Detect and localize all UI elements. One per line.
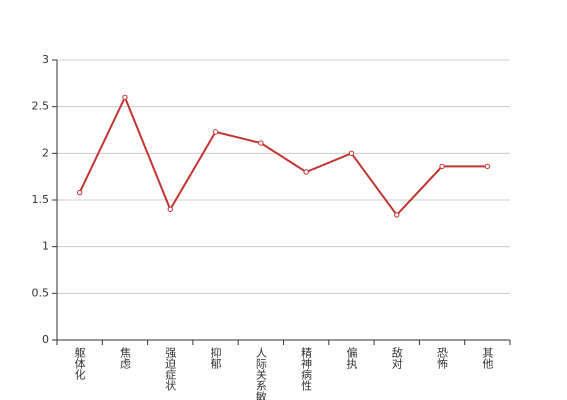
point — [167, 206, 173, 213]
x-tick-label: 焦虑 — [118, 347, 131, 369]
point — [348, 150, 355, 157]
point — [439, 163, 445, 170]
x-tick-label: 敌对 — [390, 346, 403, 369]
point — [484, 163, 491, 170]
line — [78, 94, 488, 217]
point — [212, 129, 219, 135]
x-tick-label: 精神病性 — [300, 347, 313, 392]
y-tick-label: 2.5 — [32, 100, 50, 113]
y-tick-label: 1 — [42, 240, 49, 253]
x-tick-label: 强迫症状 — [164, 347, 177, 391]
x-tick-label: 偏执 — [345, 346, 358, 370]
x-tick-label: 恐怖 — [436, 347, 449, 369]
point — [122, 94, 128, 101]
y-tick-label: 0.5 — [32, 286, 50, 299]
point — [258, 140, 264, 146]
point — [394, 212, 400, 218]
x-tick-label: 躯体化 — [73, 347, 86, 381]
x-tick-label: 其他 — [481, 347, 494, 369]
y-tick-label: 3 — [42, 53, 49, 66]
point — [76, 189, 83, 196]
y-tick-label: 1.5 — [32, 193, 50, 206]
x-tick-label: 抑郁 — [209, 346, 222, 369]
point — [303, 169, 309, 175]
x-tick-label: 人际关系敏感 — [254, 347, 267, 400]
y-tick-label: 2 — [42, 146, 49, 159]
y-tick-label: 0 — [42, 333, 49, 346]
